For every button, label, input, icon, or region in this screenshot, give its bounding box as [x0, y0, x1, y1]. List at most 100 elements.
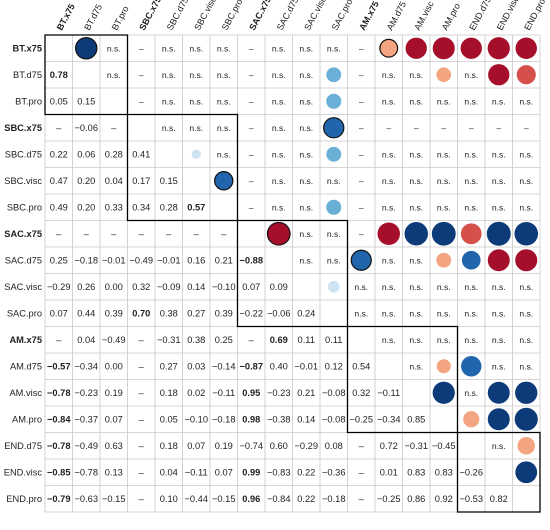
correlation-circle — [516, 65, 536, 85]
correlation-value: −0.49 — [102, 335, 126, 345]
correlation-value: 0.05 — [160, 415, 178, 425]
correlation-value: – — [359, 468, 365, 478]
correlation-value: 0.95 — [242, 388, 260, 398]
correlation-value: 0.22 — [50, 150, 68, 160]
not-significant-label: n.s. — [162, 70, 176, 80]
correlation-value: – — [111, 229, 117, 239]
row-label: SBC.d75 — [5, 150, 42, 160]
correlation-circle — [350, 249, 372, 271]
correlation-circle — [326, 93, 342, 109]
not-significant-label: n.s. — [409, 150, 423, 160]
correlation-value: – — [56, 229, 62, 239]
correlation-circle — [326, 146, 342, 162]
column-label: END.d75 — [467, 0, 493, 32]
correlation-value: −0.15 — [102, 494, 126, 504]
correlation-value: 0.28 — [160, 203, 178, 213]
correlation-value: 0.10 — [160, 494, 178, 504]
not-significant-label: n.s. — [464, 335, 478, 345]
not-significant-label: n.s. — [409, 176, 423, 186]
not-significant-label: n.s. — [519, 282, 533, 292]
row-label: END.pro — [6, 494, 42, 504]
correlation-value: −0.18 — [74, 256, 98, 266]
not-significant-label: n.s. — [299, 150, 313, 160]
column-label: AM.d75 — [385, 0, 408, 32]
no-value-dash: – — [359, 70, 364, 80]
correlation-value: −0.36 — [322, 468, 346, 478]
not-significant-label: n.s. — [464, 388, 478, 398]
correlation-value: −0.11 — [185, 468, 208, 478]
not-significant-label: n.s. — [327, 256, 341, 266]
column-label: SAC.x75 — [247, 0, 273, 32]
correlation-value: −0.29 — [294, 441, 318, 451]
not-significant-label: n.s. — [382, 176, 396, 186]
correlation-value: 0.38 — [187, 335, 205, 345]
correlation-value: 0.06 — [77, 150, 95, 160]
not-significant-label: n.s. — [492, 335, 506, 345]
correlation-circle — [191, 149, 201, 159]
correlation-value: 0.39 — [215, 309, 233, 319]
correlation-value: −0.79 — [47, 494, 71, 504]
correlation-circle — [460, 223, 482, 245]
correlation-circle — [486, 221, 511, 246]
not-significant-label: n.s. — [519, 97, 533, 107]
not-significant-label: n.s. — [382, 309, 396, 319]
correlation-value: −0.11 — [212, 388, 235, 398]
correlation-circle — [323, 117, 345, 139]
no-value-dash: – — [249, 44, 254, 54]
correlation-value: – — [221, 229, 227, 239]
not-significant-label: n.s. — [464, 70, 478, 80]
correlation-circle — [377, 222, 400, 245]
correlation-value: 0.13 — [105, 468, 123, 478]
correlation-circle — [514, 221, 539, 246]
correlation-value: −0.06 — [267, 309, 291, 319]
correlation-value: −0.10 — [212, 282, 236, 292]
not-significant-label: n.s. — [464, 203, 478, 213]
row-label: BT.x75 — [13, 44, 42, 54]
row-label: SBC.x75 — [4, 123, 42, 133]
no-value-dash: – — [249, 203, 254, 213]
row-label: SAC.d75 — [5, 256, 42, 266]
correlation-value: – — [249, 335, 255, 345]
not-significant-label: n.s. — [299, 123, 313, 133]
no-value-dash: – — [524, 123, 529, 133]
correlation-value: 0.04 — [105, 176, 123, 186]
correlation-value: −0.09 — [157, 282, 181, 292]
correlation-value: 0.32 — [352, 388, 370, 398]
correlation-value: 0.99 — [242, 468, 260, 478]
no-value-dash: – — [249, 176, 254, 186]
correlation-value: −0.53 — [459, 494, 483, 504]
correlation-value: 0.98 — [242, 415, 260, 425]
correlation-value: – — [56, 335, 62, 345]
correlation-value: −0.08 — [322, 415, 346, 425]
not-significant-label: n.s. — [189, 123, 203, 133]
correlation-value: −0.45 — [432, 441, 456, 451]
not-significant-label: n.s. — [519, 203, 533, 213]
correlation-value: −0.10 — [184, 415, 208, 425]
correlation-value: 0.17 — [132, 176, 150, 186]
correlation-value: 0.69 — [270, 335, 288, 345]
correlation-value: 0.09 — [270, 282, 288, 292]
not-significant-label: n.s. — [492, 203, 506, 213]
not-significant-label: n.s. — [162, 123, 176, 133]
not-significant-label: n.s. — [437, 203, 451, 213]
row-label: SAC.pro — [7, 309, 42, 319]
correlation-value: 0.26 — [77, 282, 95, 292]
correlation-value: 0.63 — [105, 441, 123, 451]
correlation-value: 0.16 — [187, 256, 205, 266]
correlation-value: 0.25 — [215, 335, 233, 345]
correlation-value: 0.24 — [297, 309, 315, 319]
correlation-value: 0.83 — [407, 468, 425, 478]
not-significant-label: n.s. — [217, 44, 231, 54]
not-significant-label: n.s. — [327, 229, 341, 239]
column-label: SBC.d75 — [165, 0, 191, 32]
correlation-value: – — [166, 229, 172, 239]
correlation-value: −0.26 — [459, 468, 483, 478]
correlation-value: 0.32 — [132, 282, 150, 292]
correlation-value: – — [139, 441, 145, 451]
correlation-value: 0.44 — [77, 309, 95, 319]
not-significant-label: n.s. — [299, 70, 313, 80]
correlation-value: −0.34 — [377, 415, 401, 425]
not-significant-label: n.s. — [272, 70, 286, 80]
correlation-value: −0.29 — [47, 282, 71, 292]
not-significant-label: n.s. — [382, 97, 396, 107]
